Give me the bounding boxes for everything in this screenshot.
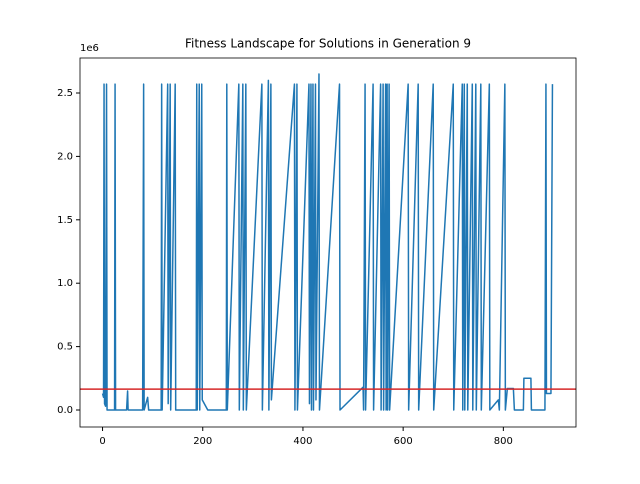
x-tick-label: 0 xyxy=(99,436,105,447)
plot-frame xyxy=(79,57,577,428)
y-tick-label: 2.0 xyxy=(57,151,73,162)
y-offset-label: 1e6 xyxy=(80,43,99,54)
y-tick-label: 0.5 xyxy=(57,342,73,353)
y-tick-label: 1.0 xyxy=(57,278,73,289)
x-tick-label: 800 xyxy=(494,436,513,447)
y-tick-label: 2.5 xyxy=(57,88,73,99)
x-tick-label: 200 xyxy=(193,436,212,447)
data-line xyxy=(101,73,554,411)
x-tick-label: 400 xyxy=(293,436,312,447)
y-tick-label: 0.0 xyxy=(57,405,73,416)
chart-title: Fitness Landscape for Solutions in Gener… xyxy=(185,37,471,51)
y-tick-label: 1.5 xyxy=(57,215,73,226)
x-tick-label: 600 xyxy=(394,436,413,447)
